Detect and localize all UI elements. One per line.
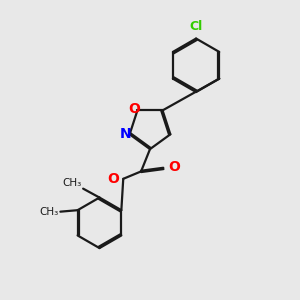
Text: N: N [119, 127, 131, 141]
Text: Cl: Cl [189, 20, 203, 33]
Text: O: O [168, 160, 180, 174]
Text: CH₃: CH₃ [40, 207, 59, 217]
Text: O: O [107, 172, 119, 186]
Text: CH₃: CH₃ [62, 178, 82, 188]
Text: O: O [128, 102, 140, 116]
